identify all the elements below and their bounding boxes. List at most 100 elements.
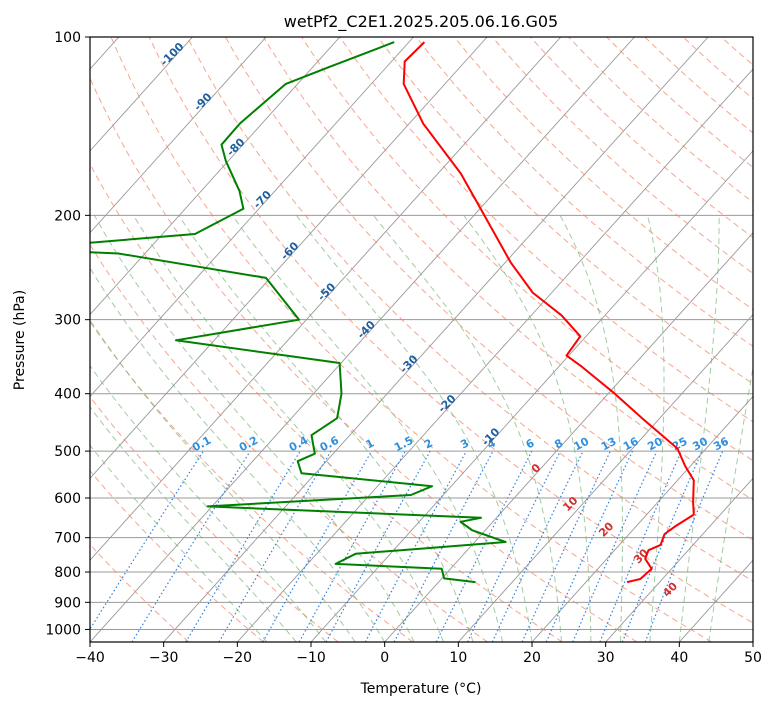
mixing-ratio-line — [325, 450, 431, 642]
y-axis-label: Pressure (hPa) — [12, 290, 28, 390]
moist-adiabat-line — [296, 214, 533, 642]
dry-adiabat-line — [377, 37, 753, 385]
y-tick-label: 600 — [54, 491, 81, 507]
moist-adiabat-line — [231, 215, 503, 642]
x-tick-label: 10 — [449, 650, 467, 666]
moist-adiabat-line — [708, 364, 753, 642]
y-axis: 100 200 300 400 500 600 700 800 900 1000 — [45, 30, 90, 638]
dry-adiabat-line — [90, 320, 414, 642]
dry-adiabat-line — [90, 395, 339, 642]
moist-adiabat-line — [373, 214, 562, 642]
dry-adiabat-label: -60 — [278, 239, 301, 262]
dry-adiabat-label: -40 — [355, 318, 378, 341]
moist-adiabat-line — [678, 215, 720, 642]
x-tick-label: −30 — [149, 650, 179, 666]
dry-adiabat-line — [148, 37, 753, 624]
x-tick-label: −10 — [296, 650, 326, 666]
dewpoint-line — [90, 41, 507, 584]
mixing-ratio-line — [572, 450, 658, 642]
y-tick-label: 400 — [54, 387, 81, 403]
isotherm-line — [531, 395, 753, 642]
dry-adiabat-line — [339, 37, 753, 423]
dry-adiabat-line — [90, 470, 264, 642]
moist-adiabat-line — [463, 214, 592, 642]
y-tick-label: 1000 — [45, 622, 81, 638]
dry-adiabat-line — [644, 37, 753, 134]
isotherm-line — [605, 477, 753, 642]
mixing-ratio-label: 13 — [599, 435, 619, 454]
x-tick-label: 0 — [380, 650, 389, 666]
isotherm-line — [90, 37, 488, 479]
moist-adiabat-line — [132, 215, 445, 642]
x-tick-label: −20 — [223, 650, 253, 666]
x-tick-label: 40 — [670, 650, 688, 666]
background-lines — [90, 37, 753, 642]
dry-adiabat-line — [90, 76, 638, 642]
mixing-ratio-label: 6 — [524, 436, 537, 451]
chart-title: wetPf2_C2E1.2025.205.06.16.G05 — [284, 12, 558, 32]
y-tick-label: 200 — [54, 208, 81, 224]
mixing-ratio-label: 20 — [645, 435, 665, 454]
mixing-ratio-label: 3 — [458, 436, 471, 451]
y-tick-label: 900 — [54, 595, 81, 611]
mixing-ratio-line — [521, 450, 611, 642]
temperature-line — [402, 41, 695, 584]
isotherm-line — [90, 37, 267, 234]
dry-adiabat-line — [90, 243, 488, 642]
mixing-ratio-line — [599, 450, 682, 642]
moist-adiabat-line — [90, 267, 386, 642]
isotherm-line — [90, 37, 341, 316]
y-tick-label: 500 — [54, 444, 81, 460]
isotherm-line — [90, 37, 414, 398]
mixing-ratio-label: 2 — [422, 436, 435, 451]
y-tick-label: 800 — [54, 565, 81, 581]
plot-frame — [89, 36, 754, 643]
mixing-ratio-line — [218, 450, 332, 642]
mixing-ratio-line — [262, 450, 373, 642]
dry-adiabat-line — [606, 37, 753, 169]
moist-adiabat-line — [90, 365, 327, 642]
mixing-ratio-label: 36 — [711, 435, 731, 454]
mixing-ratio-label: 1 — [364, 436, 377, 451]
dry-adiabat-line — [110, 37, 712, 642]
mixing-ratio-label: 16 — [621, 435, 641, 454]
isotherm-line — [90, 37, 562, 561]
moist-adiabat-line — [93, 215, 415, 642]
moist-adiabat-line — [90, 406, 297, 642]
moist-adiabat-line — [559, 215, 623, 642]
moist-adiabat-label: 10 — [560, 494, 580, 514]
moist-adiabat-line — [647, 215, 665, 642]
isotherm-line — [384, 232, 753, 642]
mixing-ratio-line — [545, 450, 634, 642]
isotherm-line — [457, 313, 753, 642]
dry-adiabat-line — [263, 37, 753, 501]
dry-adiabat-label: -10 — [479, 425, 502, 448]
mixing-ratio-label: 30 — [690, 435, 710, 454]
dry-adiabat-label: -30 — [397, 352, 420, 375]
isotherm-line — [752, 641, 753, 642]
dry-adiabat-line — [682, 37, 753, 100]
moist-adiabat-line — [90, 444, 268, 642]
dry-adiabat-line — [453, 37, 753, 311]
mixing-ratio-line — [185, 450, 301, 642]
isotherm-line — [163, 37, 709, 642]
x-axis-label: Temperature (°C) — [360, 681, 482, 697]
mixing-ratio-line — [90, 450, 204, 631]
mixing-ratio-line — [298, 450, 406, 642]
dry-adiabat-label: -50 — [315, 280, 338, 303]
dry-adiabat-line — [720, 37, 753, 66]
y-tick-label: 700 — [54, 531, 81, 547]
x-tick-label: −40 — [75, 650, 105, 666]
isotherm-line — [678, 559, 753, 642]
dry-adiabat-line — [568, 37, 753, 203]
dry-adiabat-line — [90, 162, 563, 642]
dry-adiabat-line — [415, 37, 753, 348]
y-tick-label: 100 — [54, 30, 81, 46]
dry-adiabat-line — [224, 37, 753, 541]
x-tick-label: 20 — [523, 650, 541, 666]
mixing-ratio-line — [466, 450, 561, 642]
mixing-ratio-label: 25 — [670, 435, 690, 454]
mixing-ratio-line — [131, 450, 251, 642]
mixing-ratio-line — [621, 450, 703, 642]
